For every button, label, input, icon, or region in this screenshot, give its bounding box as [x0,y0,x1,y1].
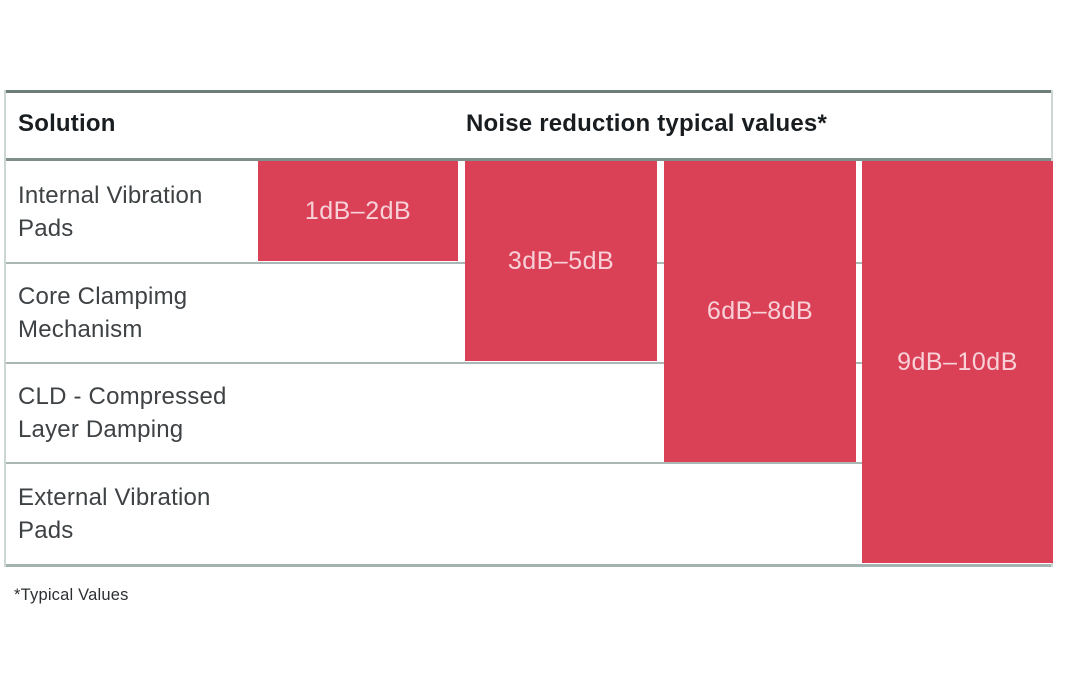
row-separator-2 [4,362,1053,364]
table-row: Core Clampimg Mechanism [4,264,458,362]
table-row: CLD - Compressed Layer Damping [4,364,458,462]
header-underline [4,158,1053,161]
value-block-label: 9dB–10dB [897,347,1018,376]
row-label-core-clamping-mechanism: Core Clampimg Mechanism [18,283,188,343]
table-left-border [4,90,6,567]
table-row: Internal Vibration Pads [4,161,458,262]
table-row: External Vibration Pads [4,464,458,564]
value-block-6db-8db: 6dB–8dB [664,161,856,462]
row-label-internal-vibration-pads: Internal Vibration Pads [18,181,203,242]
value-block-3db-5db: 3dB–5dB [465,161,657,361]
column-header-solution: Solution [18,110,116,137]
value-block-label: 3dB–5dB [507,246,615,275]
table-header-row: Solution Noise reduction typical values* [4,90,1053,158]
footnote-typical-values: *Typical Values [14,586,129,604]
table-top-border [4,90,1053,93]
value-block-label: 1dB–2dB [304,196,412,225]
column-header-noise-reduction: Noise reduction typical values* [466,110,827,137]
row-separator-3 [4,462,1053,464]
value-block-label: 6dB–8dB [706,297,814,325]
value-block-9db-10db: 9dB–10dB [862,161,1053,563]
row-label-external-vibration-pads: External Vibration Pads [18,484,211,544]
value-block-1db-2db: 1dB–2dB [258,161,458,261]
row-label-cld-compressed-layer-damping: CLD - Compressed Layer Damping [18,383,227,443]
table-bottom-border [4,564,1053,567]
